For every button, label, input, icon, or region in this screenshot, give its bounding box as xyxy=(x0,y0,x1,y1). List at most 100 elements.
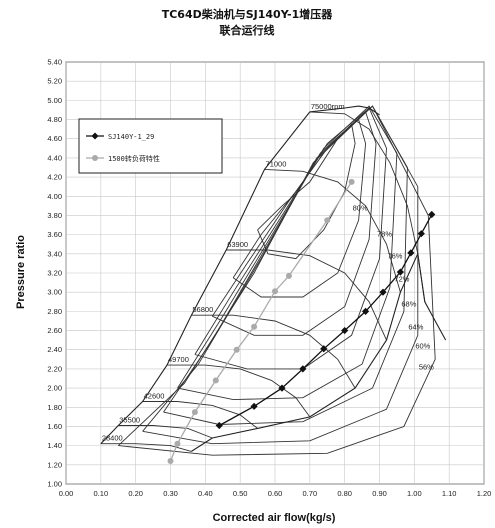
y-tick-label: 4.60 xyxy=(47,134,62,143)
series-1-point xyxy=(250,402,258,410)
series-1-point xyxy=(215,421,223,430)
y-tick-label: 3.40 xyxy=(47,249,62,258)
legend-label-series-2: 1500转负荷特性 xyxy=(108,154,160,163)
y-tick-label: 2.20 xyxy=(47,364,62,373)
y-tick-label: 3.80 xyxy=(47,211,62,220)
y-tick-label: 3.00 xyxy=(47,288,62,297)
y-tick-label: 1.60 xyxy=(47,422,62,431)
series-line-1 xyxy=(218,214,433,427)
y-tick-label: 4.00 xyxy=(47,192,62,201)
series-2-point xyxy=(174,440,181,447)
speed-line-63900 xyxy=(226,249,387,341)
legend-box xyxy=(78,118,223,174)
x-tick-label: 0.50 xyxy=(233,489,248,498)
y-tick-label: 1.20 xyxy=(47,460,62,469)
series-1-point xyxy=(341,326,349,335)
series-1-point xyxy=(379,288,387,296)
speed-line-71000 xyxy=(264,168,401,293)
y-tick-label: 2.00 xyxy=(47,384,62,393)
x-tick-label: 0.90 xyxy=(372,489,387,498)
y-tick-label: 1.00 xyxy=(47,480,62,489)
speed-line-56800 xyxy=(191,314,356,389)
x-tick-label: 1.10 xyxy=(442,489,457,498)
y-tick-label: 4.40 xyxy=(47,153,62,162)
y-tick-label: 2.80 xyxy=(47,307,62,316)
annotation-label: 76% xyxy=(387,251,402,260)
speed-line-35500 xyxy=(118,425,213,439)
series-2-point xyxy=(191,409,198,416)
x-tick-label: 0.60 xyxy=(268,489,283,498)
x-tick-label: 1.20 xyxy=(477,489,492,498)
series-1-point xyxy=(278,384,286,392)
y-axis-label: Pressure ratio xyxy=(15,235,27,309)
series-1-point xyxy=(320,345,328,353)
y-tick-label: 2.40 xyxy=(47,345,62,354)
surge-line xyxy=(100,105,380,445)
y-tick-label: 3.20 xyxy=(47,269,62,278)
speed-line-49700 xyxy=(167,364,311,418)
annotation-label: 72% xyxy=(394,275,409,284)
series-2-point xyxy=(272,288,278,295)
axis-ticks: 0.00 0.10 0.20 0.30 0.40 0.50 0.60 0.70 0.80 0.90… xyxy=(47,58,491,499)
annotation-label: 60% xyxy=(415,342,430,351)
y-tick-label: 5.40 xyxy=(47,58,62,67)
x-tick-label: 0.70 xyxy=(303,489,318,498)
y-tick-label: 4.20 xyxy=(47,173,62,182)
y-tick-label: 5.20 xyxy=(47,77,62,86)
annotation-label: 75000rpm xyxy=(311,102,345,111)
x-tick-label: 0.40 xyxy=(198,489,213,498)
series-line-2 xyxy=(169,181,353,462)
chart-title-line-2: 联合运行线 xyxy=(220,23,275,37)
annotation-label: 68% xyxy=(401,299,416,308)
annotation-label: 35500 xyxy=(119,415,140,424)
efficiency-island-60 xyxy=(142,105,419,445)
y-tick-label: 1.80 xyxy=(47,403,62,412)
annotation-label: 63900 xyxy=(227,240,248,249)
efficiency-island-72 xyxy=(194,107,387,370)
series-1-point xyxy=(417,230,425,238)
y-tick-label: 2.60 xyxy=(47,326,62,335)
annotation-label: 78% xyxy=(377,229,392,238)
annotation-label: 56% xyxy=(419,363,434,372)
x-tick-label: 0.00 xyxy=(59,489,74,498)
choke-line xyxy=(191,251,447,452)
legend-label-series-1: SJ140Y-1_29 xyxy=(108,133,154,141)
efficiency-island-56 xyxy=(117,105,436,456)
efficiency-island-78 xyxy=(232,118,367,298)
series-1-point xyxy=(299,365,307,373)
compressor-map-lines xyxy=(100,105,447,456)
series-2-point xyxy=(212,377,219,384)
y-tick-label: 4.80 xyxy=(47,115,62,124)
series-2-point xyxy=(167,457,174,464)
series-2-point xyxy=(324,217,331,224)
legend: SJ140Y-1_29 1500转负荷特性 xyxy=(78,118,223,174)
annotation-label: 80% xyxy=(353,204,368,213)
legend-marker-series-1 xyxy=(91,132,99,140)
efficiency-island-80 xyxy=(257,123,356,260)
annotation-label: 64% xyxy=(408,322,423,331)
annotation-label: 49700 xyxy=(168,355,189,364)
x-tick-label: 0.10 xyxy=(94,489,109,498)
annotation-label: 28400 xyxy=(102,434,123,443)
efficiency-island-76 xyxy=(211,111,377,336)
speed-line-28400 xyxy=(100,443,192,452)
annotation-label: 71000 xyxy=(266,159,287,168)
x-tick-label: 0.80 xyxy=(337,489,352,498)
series-2-point xyxy=(285,272,292,279)
series-2-point xyxy=(251,323,258,330)
annotation-label: 42600 xyxy=(144,392,165,401)
series-1-point xyxy=(361,307,370,315)
legend-marker-series-2 xyxy=(92,155,98,161)
series-1-point xyxy=(407,249,415,257)
y-tick-label: 3.60 xyxy=(47,230,62,239)
annotation-label: 56800 xyxy=(192,305,213,314)
annotations: 75000rpm 71000 63900 56800 49700 42600 35500 28… xyxy=(102,102,434,443)
y-tick-label: 1.40 xyxy=(47,441,62,450)
y-tick-label: 5.00 xyxy=(47,96,62,105)
series-1-point xyxy=(396,268,404,276)
series-1-point xyxy=(428,210,436,219)
x-tick-label: 1.00 xyxy=(407,489,422,498)
x-tick-label: 0.20 xyxy=(128,489,143,498)
speed-line-42600 xyxy=(142,401,258,429)
